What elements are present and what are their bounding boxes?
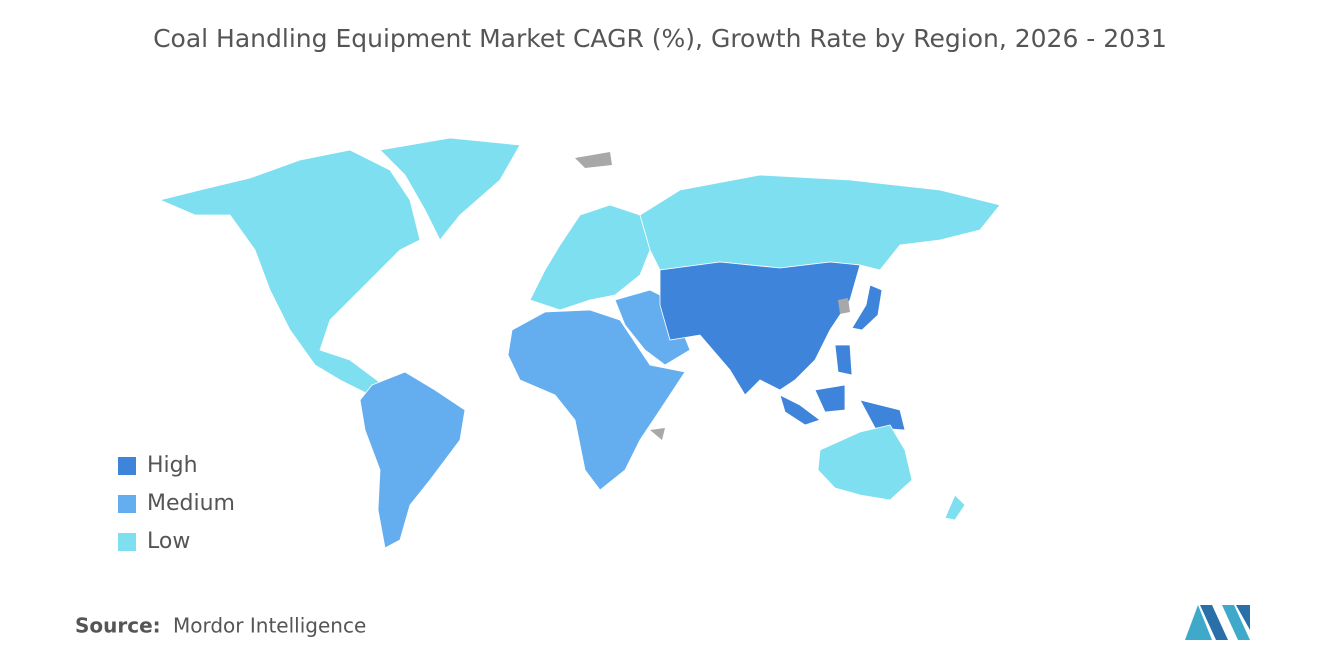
north-america — [158, 149, 421, 396]
greenland — [379, 137, 521, 241]
world-map — [158, 137, 1001, 549]
australia — [817, 424, 913, 501]
source-text: Mordor Intelligence — [173, 614, 366, 638]
title: Coal Handling Equipment Market CAGR (%),… — [153, 24, 1167, 53]
africa — [507, 309, 686, 491]
asia — [659, 261, 861, 396]
logo — [1185, 605, 1250, 640]
legend-swatch — [118, 457, 136, 475]
legend-swatch — [118, 533, 136, 551]
legend-label: High — [147, 453, 198, 478]
legend-label: Low — [147, 529, 190, 554]
new-zealand — [944, 494, 966, 521]
south-america — [359, 371, 466, 549]
legend-swatch — [118, 495, 136, 513]
legend-label: Medium — [147, 491, 235, 516]
southeast-asia — [779, 344, 906, 431]
legend: High Medium Low — [118, 453, 235, 554]
russia — [639, 174, 1001, 271]
source-label: Source: — [75, 614, 161, 638]
europe — [529, 204, 651, 311]
japan — [851, 284, 883, 331]
